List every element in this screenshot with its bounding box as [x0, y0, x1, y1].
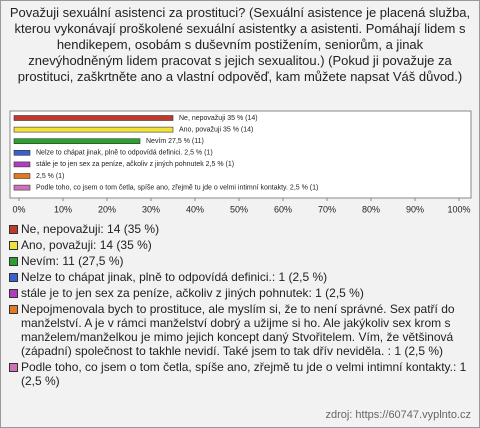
legend-item: Ne, nepovažuji: 14 (35 %) [9, 222, 471, 236]
legend-swatch [9, 241, 18, 250]
legend-label: Nelze to chápat jinak, plně to odpovídá … [21, 270, 328, 284]
x-tick-label: 10% [54, 204, 72, 214]
legend-item: stále je to jen sex za peníze, ačkoliv z… [9, 286, 471, 300]
legend-swatch [9, 363, 18, 372]
legend-swatch [9, 225, 18, 234]
legend-label: stále je to jen sex za peníze, ačkoliv z… [21, 286, 364, 300]
legend-item: Nepojmenovala bych to prostituce, ale my… [9, 302, 471, 358]
source: zdroj: https://60747.vyplnto.cz [325, 409, 471, 421]
bar [13, 115, 174, 121]
bar [13, 150, 31, 156]
legend-item: Nevím: 11 (27,5 %) [9, 254, 471, 268]
x-tick-label: 60% [274, 204, 292, 214]
data-label: Ne, nepovažuji 35 % (14) [179, 115, 258, 122]
x-tick-label: 40% [186, 204, 204, 214]
data-label: stále je to jen sex za peníze, ačkoliv z… [36, 161, 234, 168]
legend-item: Podle toho, co jsem o tom četla, spíše a… [9, 360, 471, 388]
legend-item: Ano, považuji: 14 (35 %) [9, 238, 471, 252]
x-tick-label: 30% [142, 204, 160, 214]
plot-area [9, 110, 472, 199]
data-label: Nevím 27,5 % (11) [146, 138, 204, 145]
legend-swatch [9, 257, 18, 266]
x-tick-label: 0% [12, 204, 25, 214]
legend-label: Ano, považuji: 14 (35 %) [21, 238, 152, 252]
legend-swatch [9, 289, 18, 298]
legend-label: Nevím: 11 (27,5 %) [21, 254, 124, 268]
data-label: Nelze to chápat jinak, plně to odpovídá … [36, 150, 213, 157]
legend-label: Podle toho, co jsem o tom četla, spíše a… [21, 360, 467, 388]
x-tick-label: 80% [362, 204, 380, 214]
bar [13, 126, 174, 133]
chart: 0% 10% 20% 30% 40% 50% 60% 70% 80% 90% 100% Ne, nep… [9, 110, 472, 214]
legend-item: Nelze to chápat jinak, plně to odpovídá … [9, 270, 471, 284]
bar [13, 161, 31, 168]
bar [13, 184, 31, 191]
x-tick-label: 100% [447, 204, 470, 214]
bar [13, 173, 31, 179]
legend-swatch [9, 273, 18, 282]
x-tick-label: 20% [98, 204, 116, 214]
data-label: Podle toho, co jsem o tom četla, spíše a… [36, 184, 318, 191]
bar [13, 138, 141, 144]
legend-swatch [9, 305, 18, 314]
x-tick-label: 90% [406, 204, 424, 214]
legend-label: Nepojmenovala bych to prostituce, ale my… [21, 302, 455, 358]
legend: Ne, nepovažuji: 14 (35 %) Ano, považuji: … [9, 222, 471, 390]
x-tick-label: 50% [230, 204, 248, 214]
data-label: 2,5 % (1) [36, 173, 64, 180]
chart-title: Považuji sexuální asistenci za prostituc… [9, 5, 471, 84]
legend-label: Ne, nepovažuji: 14 (35 %) [21, 222, 160, 236]
data-label: Ano, považuji 35 % (14) [179, 126, 253, 133]
x-tick-label: 70% [318, 204, 336, 214]
